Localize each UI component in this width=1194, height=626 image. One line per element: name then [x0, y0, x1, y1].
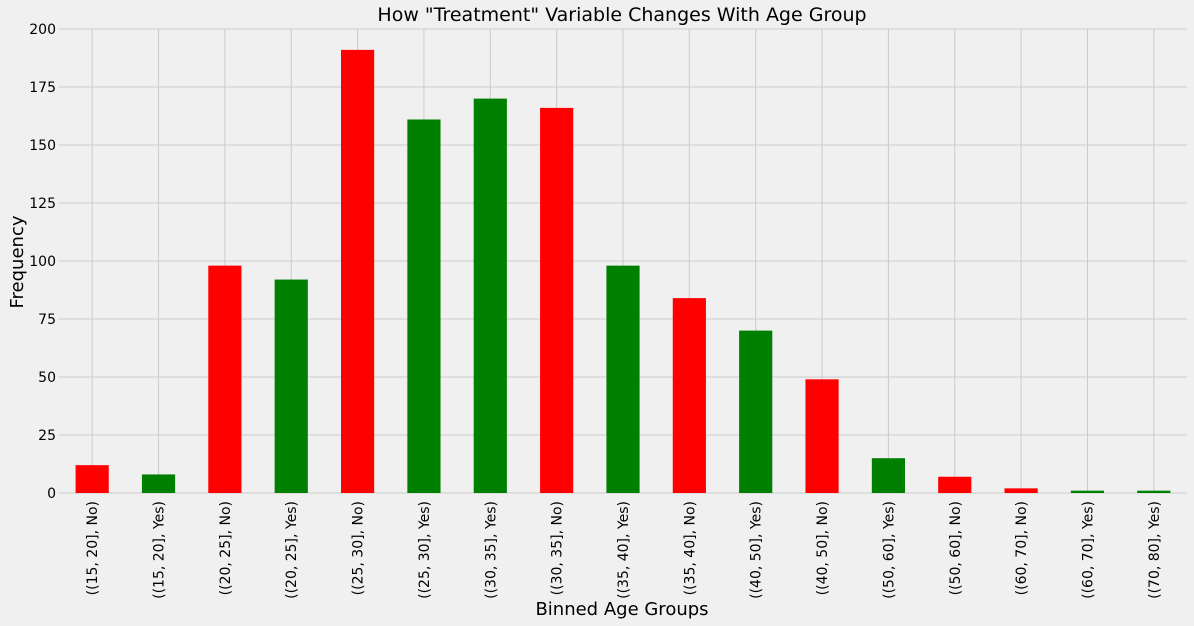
bar: [473, 98, 507, 493]
y-tick-labels: 0 25 50 75 100 125 150 175 200: [29, 22, 56, 502]
x-tick-label: ((60, 70], Yes): [1080, 501, 1096, 599]
bar: [141, 474, 176, 493]
x-tick-label: ((50, 60], No): [948, 501, 964, 595]
x-tick-label: ((35, 40], No): [682, 501, 698, 595]
x-tick-label: ((25, 30], Yes): [417, 501, 433, 599]
y-tick-label: 175: [29, 80, 56, 96]
bars: [75, 49, 1171, 493]
bar: [739, 330, 773, 493]
bar: [1004, 488, 1038, 493]
x-tick-label: ((35, 40], Yes): [616, 501, 632, 599]
x-tick-label: ((50, 60], Yes): [881, 501, 897, 599]
x-tick-label: ((40, 50], Yes): [749, 501, 765, 599]
bar: [805, 379, 839, 493]
bar: [672, 298, 706, 493]
x-tick-labels: ((15, 20], No) ((15, 20], Yes) ((20, 25], …: [85, 501, 1163, 599]
y-tick-label: 150: [29, 138, 56, 154]
bar: [208, 265, 242, 493]
y-tick-label: 125: [29, 196, 56, 212]
x-tick-label: ((20, 25], Yes): [284, 501, 300, 599]
bar: [341, 49, 375, 493]
bar: [407, 119, 441, 493]
y-tick-label: 75: [38, 312, 56, 328]
bar: [1137, 490, 1171, 493]
bar: [606, 265, 640, 493]
y-tick-label: 50: [38, 370, 56, 386]
bar: [938, 476, 972, 493]
x-axis-label: Binned Age Groups: [535, 599, 708, 620]
x-tick-label: ((15, 20], Yes): [152, 501, 168, 599]
x-tick-label: ((60, 70], No): [1014, 501, 1030, 595]
x-tick-label: ((25, 30], No): [351, 501, 367, 595]
y-tick-label: 200: [29, 22, 56, 38]
y-tick-label: 0: [47, 486, 56, 502]
bar: [274, 279, 308, 493]
x-tick-label: ((30, 35], Yes): [483, 501, 499, 599]
y-tick-label: 25: [38, 428, 56, 444]
x-tick-label: ((15, 20], No): [85, 501, 101, 595]
x-tick-label: ((20, 25], No): [218, 501, 234, 595]
bar: [1070, 490, 1105, 493]
x-tick-label: ((40, 50], No): [815, 501, 831, 595]
bar: [75, 465, 109, 493]
x-tick-label: ((30, 35], No): [550, 501, 566, 595]
bar: [540, 107, 574, 493]
y-axis-label: Frequency: [7, 215, 28, 308]
chart-title: How "Treatment" Variable Changes With Ag…: [377, 4, 866, 26]
x-tick-label: ((70, 80], Yes): [1147, 501, 1163, 599]
bar: [871, 458, 905, 493]
y-tick-label: 100: [29, 254, 56, 270]
